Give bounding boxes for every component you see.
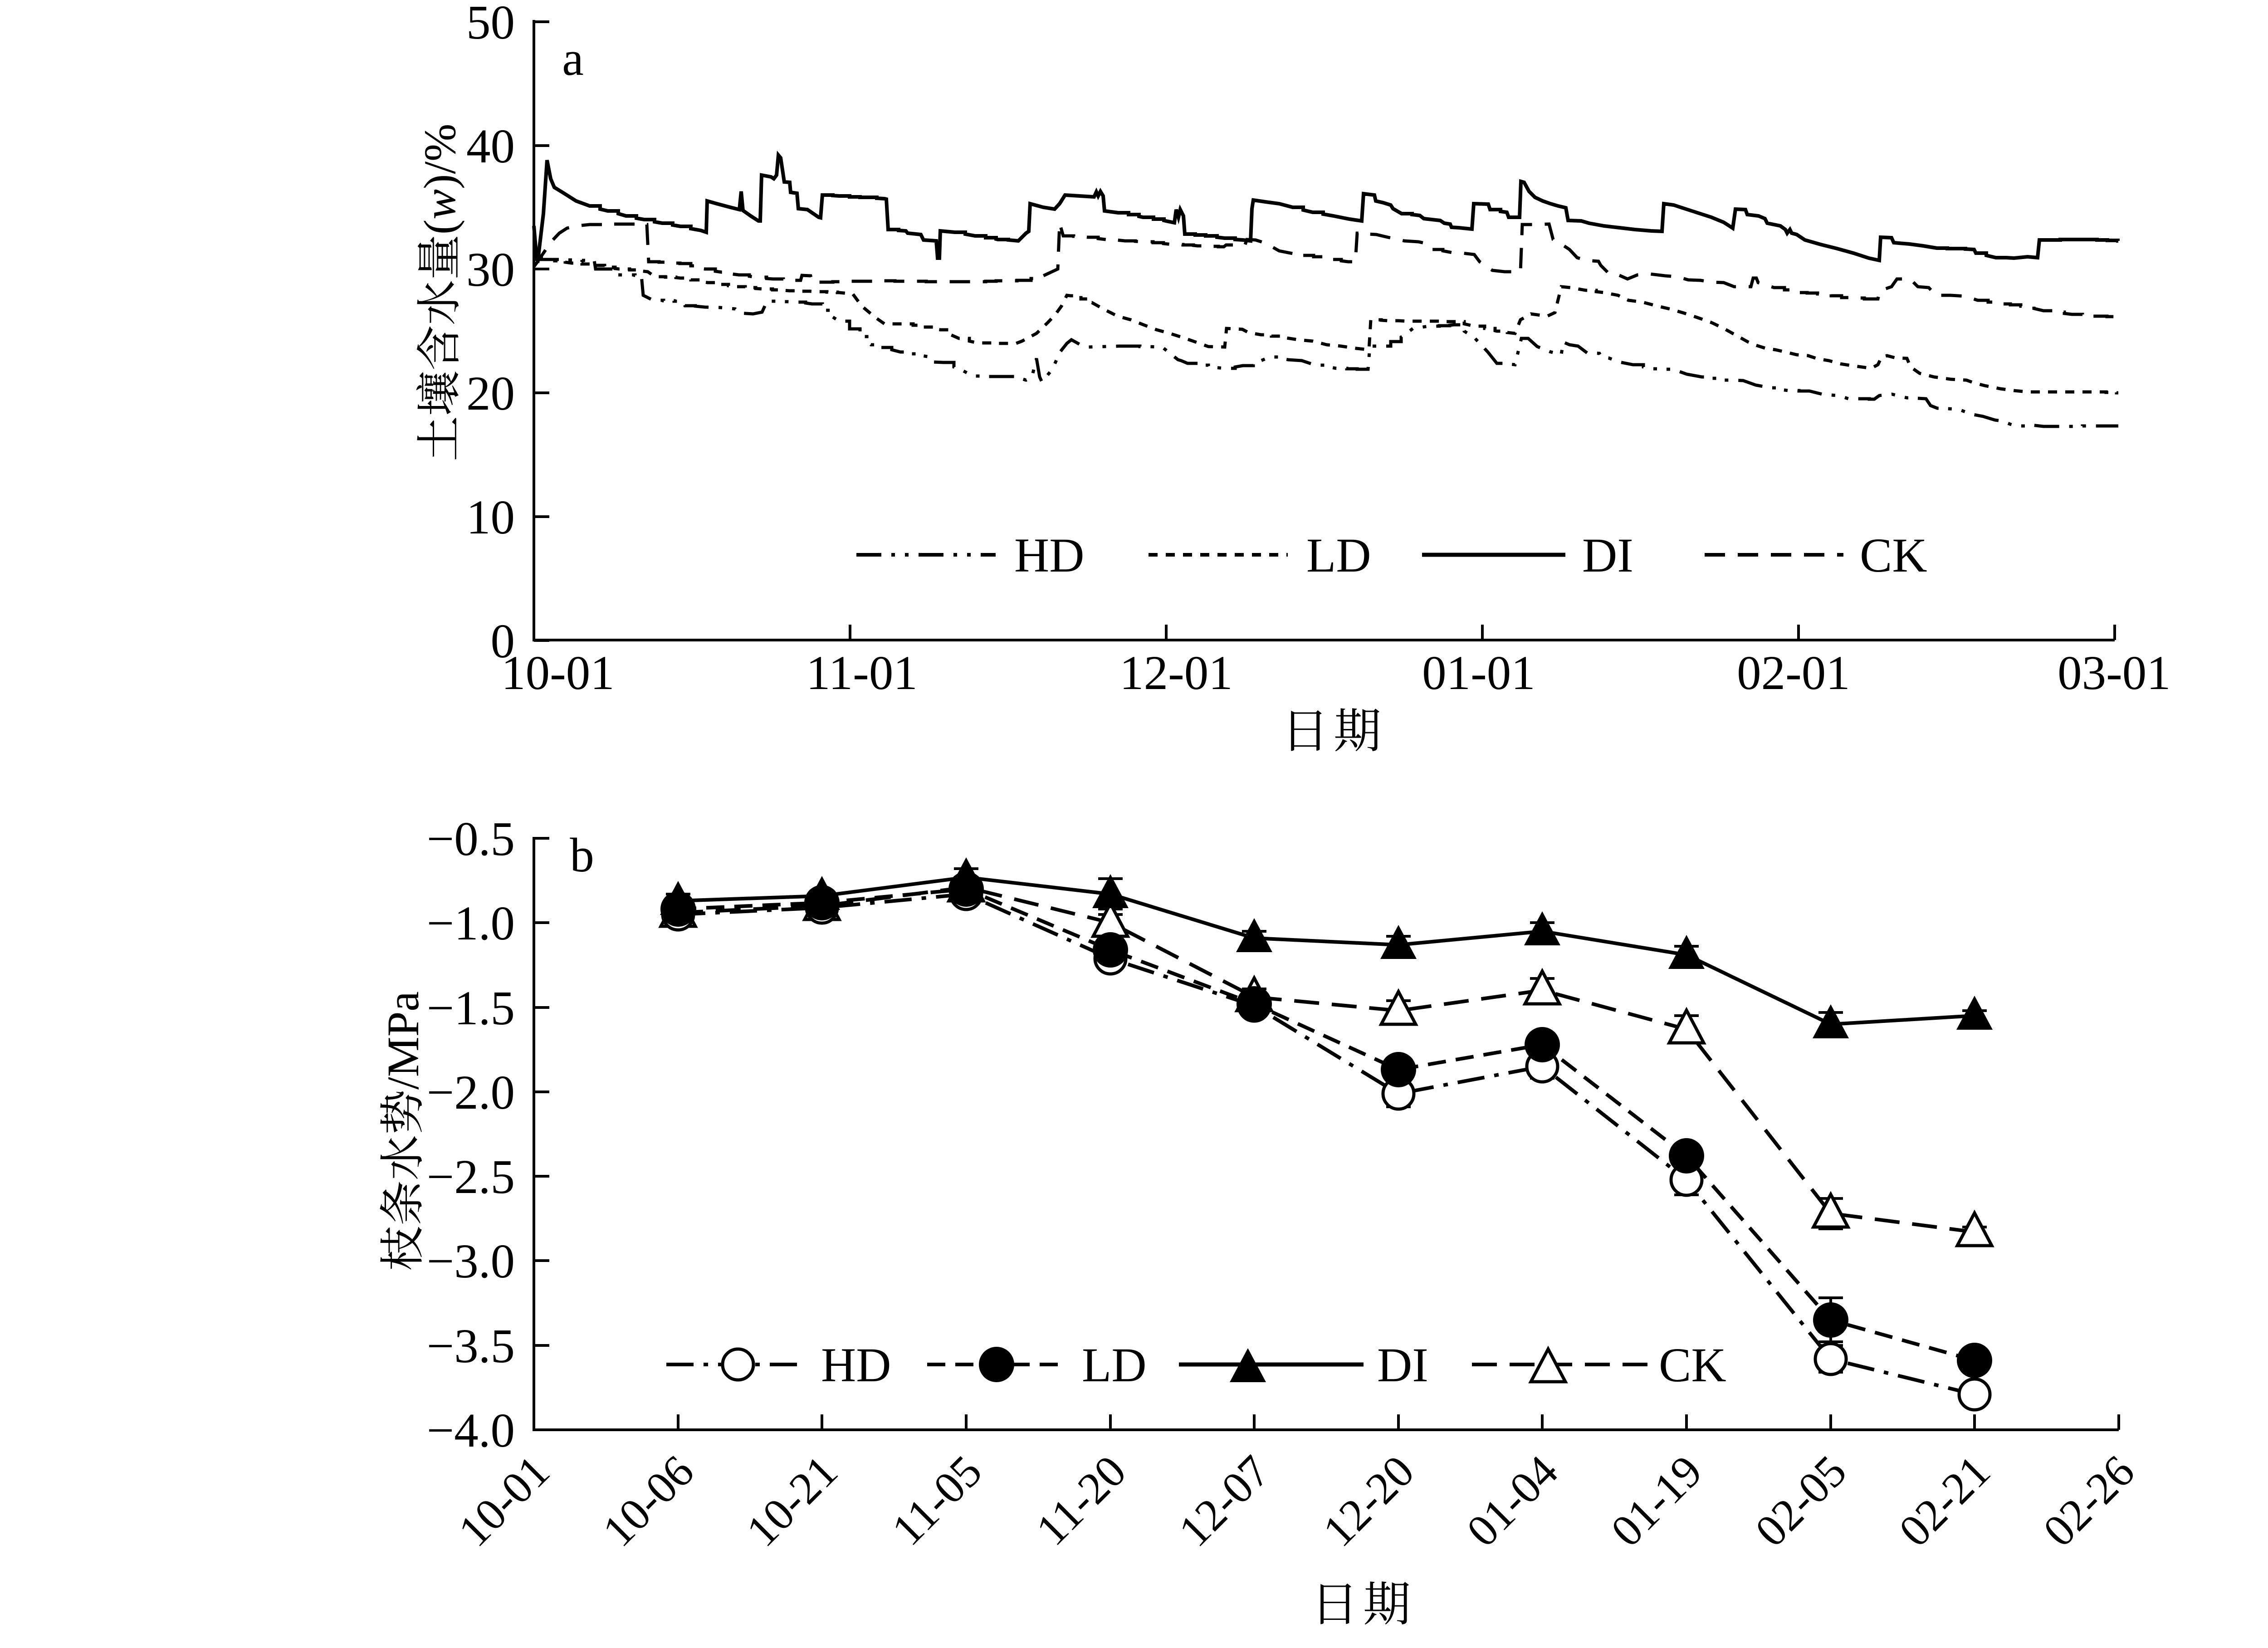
svg-text:(w)/%: (w)/%	[415, 124, 465, 235]
svg-text:−2.0: −2.0	[427, 1066, 515, 1120]
svg-text:20: 20	[466, 367, 515, 421]
svg-text:DI: DI	[1582, 529, 1633, 582]
svg-text:CK: CK	[1659, 1339, 1726, 1392]
svg-text:CK: CK	[1860, 529, 1927, 582]
svg-text:10: 10	[466, 491, 515, 544]
svg-text:−3.0: −3.0	[427, 1235, 515, 1288]
svg-text:12-01: 12-01	[1119, 646, 1233, 700]
svg-text:−2.5: −2.5	[427, 1150, 515, 1204]
svg-text:11-01: 11-01	[806, 646, 918, 700]
svg-text:HD: HD	[1014, 529, 1085, 582]
svg-text:−1.5: −1.5	[427, 982, 515, 1035]
svg-text:LD: LD	[1082, 1339, 1147, 1392]
svg-text:02-01: 02-01	[1737, 646, 1850, 700]
svg-text:−3.5: −3.5	[427, 1320, 515, 1373]
svg-text:01-01: 01-01	[1422, 646, 1535, 700]
svg-text:10-01: 10-01	[501, 646, 615, 700]
svg-text:b: b	[570, 829, 594, 882]
svg-text:−4.0: −4.0	[427, 1404, 515, 1457]
svg-text:0: 0	[491, 615, 515, 668]
svg-text:/MPa: /MPa	[378, 991, 428, 1090]
svg-text:40: 40	[466, 120, 515, 173]
svg-text:DI: DI	[1377, 1339, 1428, 1392]
svg-text:HD: HD	[821, 1339, 891, 1392]
svg-text:03-01: 03-01	[2058, 646, 2171, 700]
svg-text:LD: LD	[1306, 529, 1371, 582]
svg-text:a: a	[562, 32, 584, 86]
svg-text:−0.5: −0.5	[427, 812, 515, 866]
svg-text:50: 50	[466, 0, 515, 49]
svg-text:−1.0: −1.0	[427, 897, 515, 950]
svg-text:30: 30	[466, 243, 515, 297]
